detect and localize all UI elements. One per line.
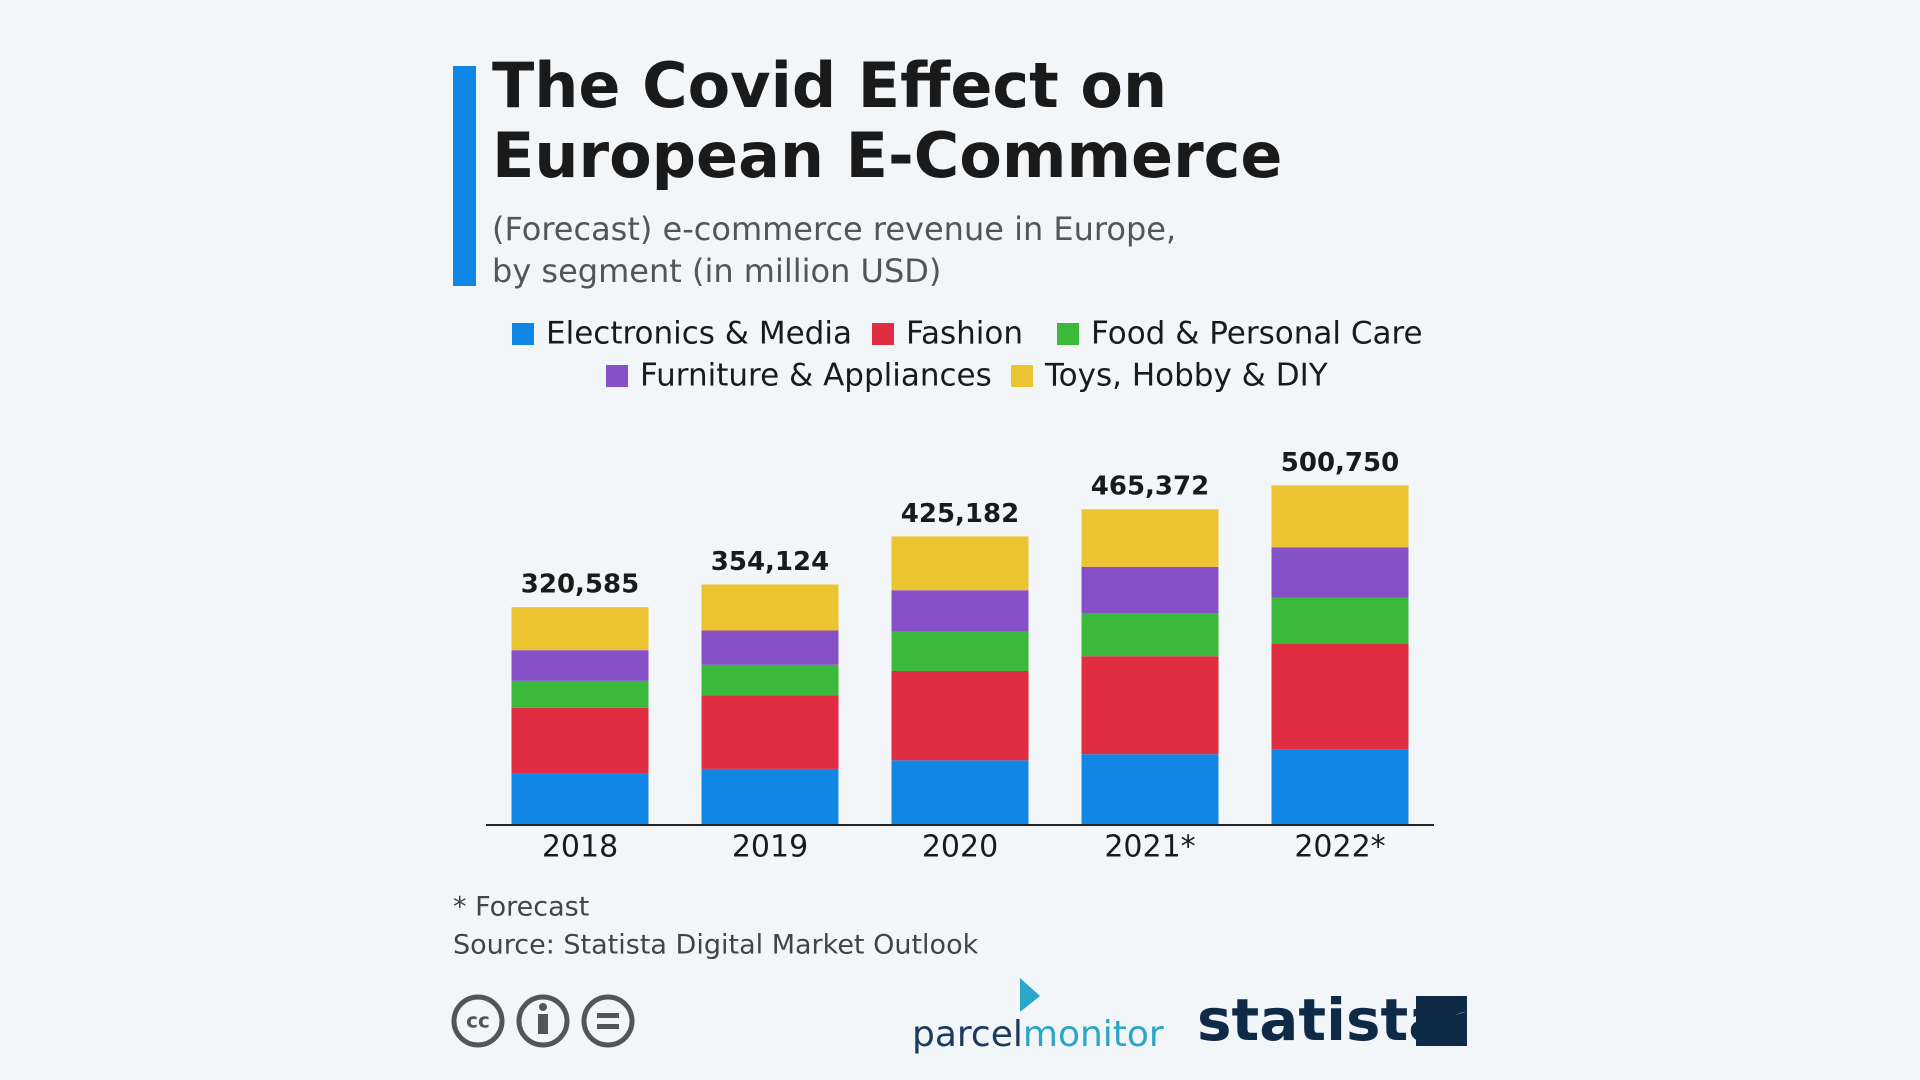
x-tick-label: 2018: [542, 830, 618, 865]
bar-segment: [701, 768, 839, 824]
parcelmonitor-logo: parcelmonitor: [912, 1014, 1164, 1055]
bar-segment: [1271, 597, 1409, 645]
x-tick-label: 2019: [732, 830, 808, 865]
bar-segment: [1081, 754, 1219, 824]
bar-segment: [1271, 749, 1409, 824]
total-label: 465,372: [1091, 472, 1209, 502]
bar-segment: [1081, 566, 1219, 614]
bar-segment: [701, 664, 839, 696]
legend-label: Furniture & Appliances: [640, 358, 992, 394]
total-label: 500,750: [1281, 448, 1399, 478]
statista-mark: [1416, 996, 1467, 1046]
bar-segment: [511, 707, 649, 774]
legend-swatch: [872, 323, 894, 345]
license-glyphs: [538, 1003, 619, 1034]
cc-icon-text: cc: [466, 1009, 490, 1033]
bar-segment: [1081, 613, 1219, 657]
bar-segment: [701, 584, 839, 631]
legend-label: Food & Personal Care: [1091, 316, 1423, 352]
license-icons: [451, 994, 635, 1048]
legend-swatch: [1057, 323, 1079, 345]
chart-title: The Covid Effect on: [492, 49, 1167, 122]
bar-segment: [511, 607, 649, 651]
bar-segment: [511, 773, 649, 824]
legend-swatch: [606, 365, 628, 387]
bar-segment: [1081, 509, 1219, 567]
bar-segment: [891, 671, 1029, 761]
bar-segment: [891, 536, 1029, 591]
source: Source: Statista Digital Market Outlook: [453, 930, 979, 961]
statista-logo: statista: [1197, 986, 1447, 1054]
chart-title: European E-Commerce: [492, 119, 1282, 192]
bar-segment: [1271, 485, 1409, 548]
bar-segment: [511, 650, 649, 681]
total-label: 425,182: [901, 499, 1019, 529]
bar-segment: [1081, 656, 1219, 755]
chart-subtitle: by segment (in million USD): [492, 252, 941, 290]
legend-swatch: [1011, 365, 1033, 387]
chart-subtitle: (Forecast) e-commerce revenue in Europe,: [492, 210, 1176, 248]
total-label: 354,124: [711, 547, 829, 577]
bar-segment: [891, 631, 1029, 672]
legend-label: Electronics & Media: [546, 316, 852, 352]
x-tick-label: 2022*: [1294, 830, 1385, 865]
bar-segment: [1271, 547, 1409, 598]
footnote: * Forecast: [453, 892, 589, 923]
bar-segment: [701, 630, 839, 665]
legend-label: Toys, Hobby & DIY: [1044, 358, 1328, 394]
bar-segment: [701, 695, 839, 769]
logo-part: monitor: [1023, 1014, 1164, 1055]
total-label: 320,585: [521, 570, 639, 600]
bar-segment: [891, 590, 1029, 632]
x-tick-label: 2021*: [1104, 830, 1195, 865]
bar-segment: [1271, 644, 1409, 750]
legend-label: Fashion: [906, 316, 1023, 352]
legend-swatch: [512, 323, 534, 345]
parcelmonitor-mark: [1020, 978, 1040, 1012]
bar-segment: [891, 760, 1029, 824]
bar-segment: [511, 680, 649, 708]
x-tick-label: 2020: [922, 830, 998, 865]
logo-part: parcel: [912, 1014, 1023, 1055]
title-accent: [453, 66, 476, 286]
